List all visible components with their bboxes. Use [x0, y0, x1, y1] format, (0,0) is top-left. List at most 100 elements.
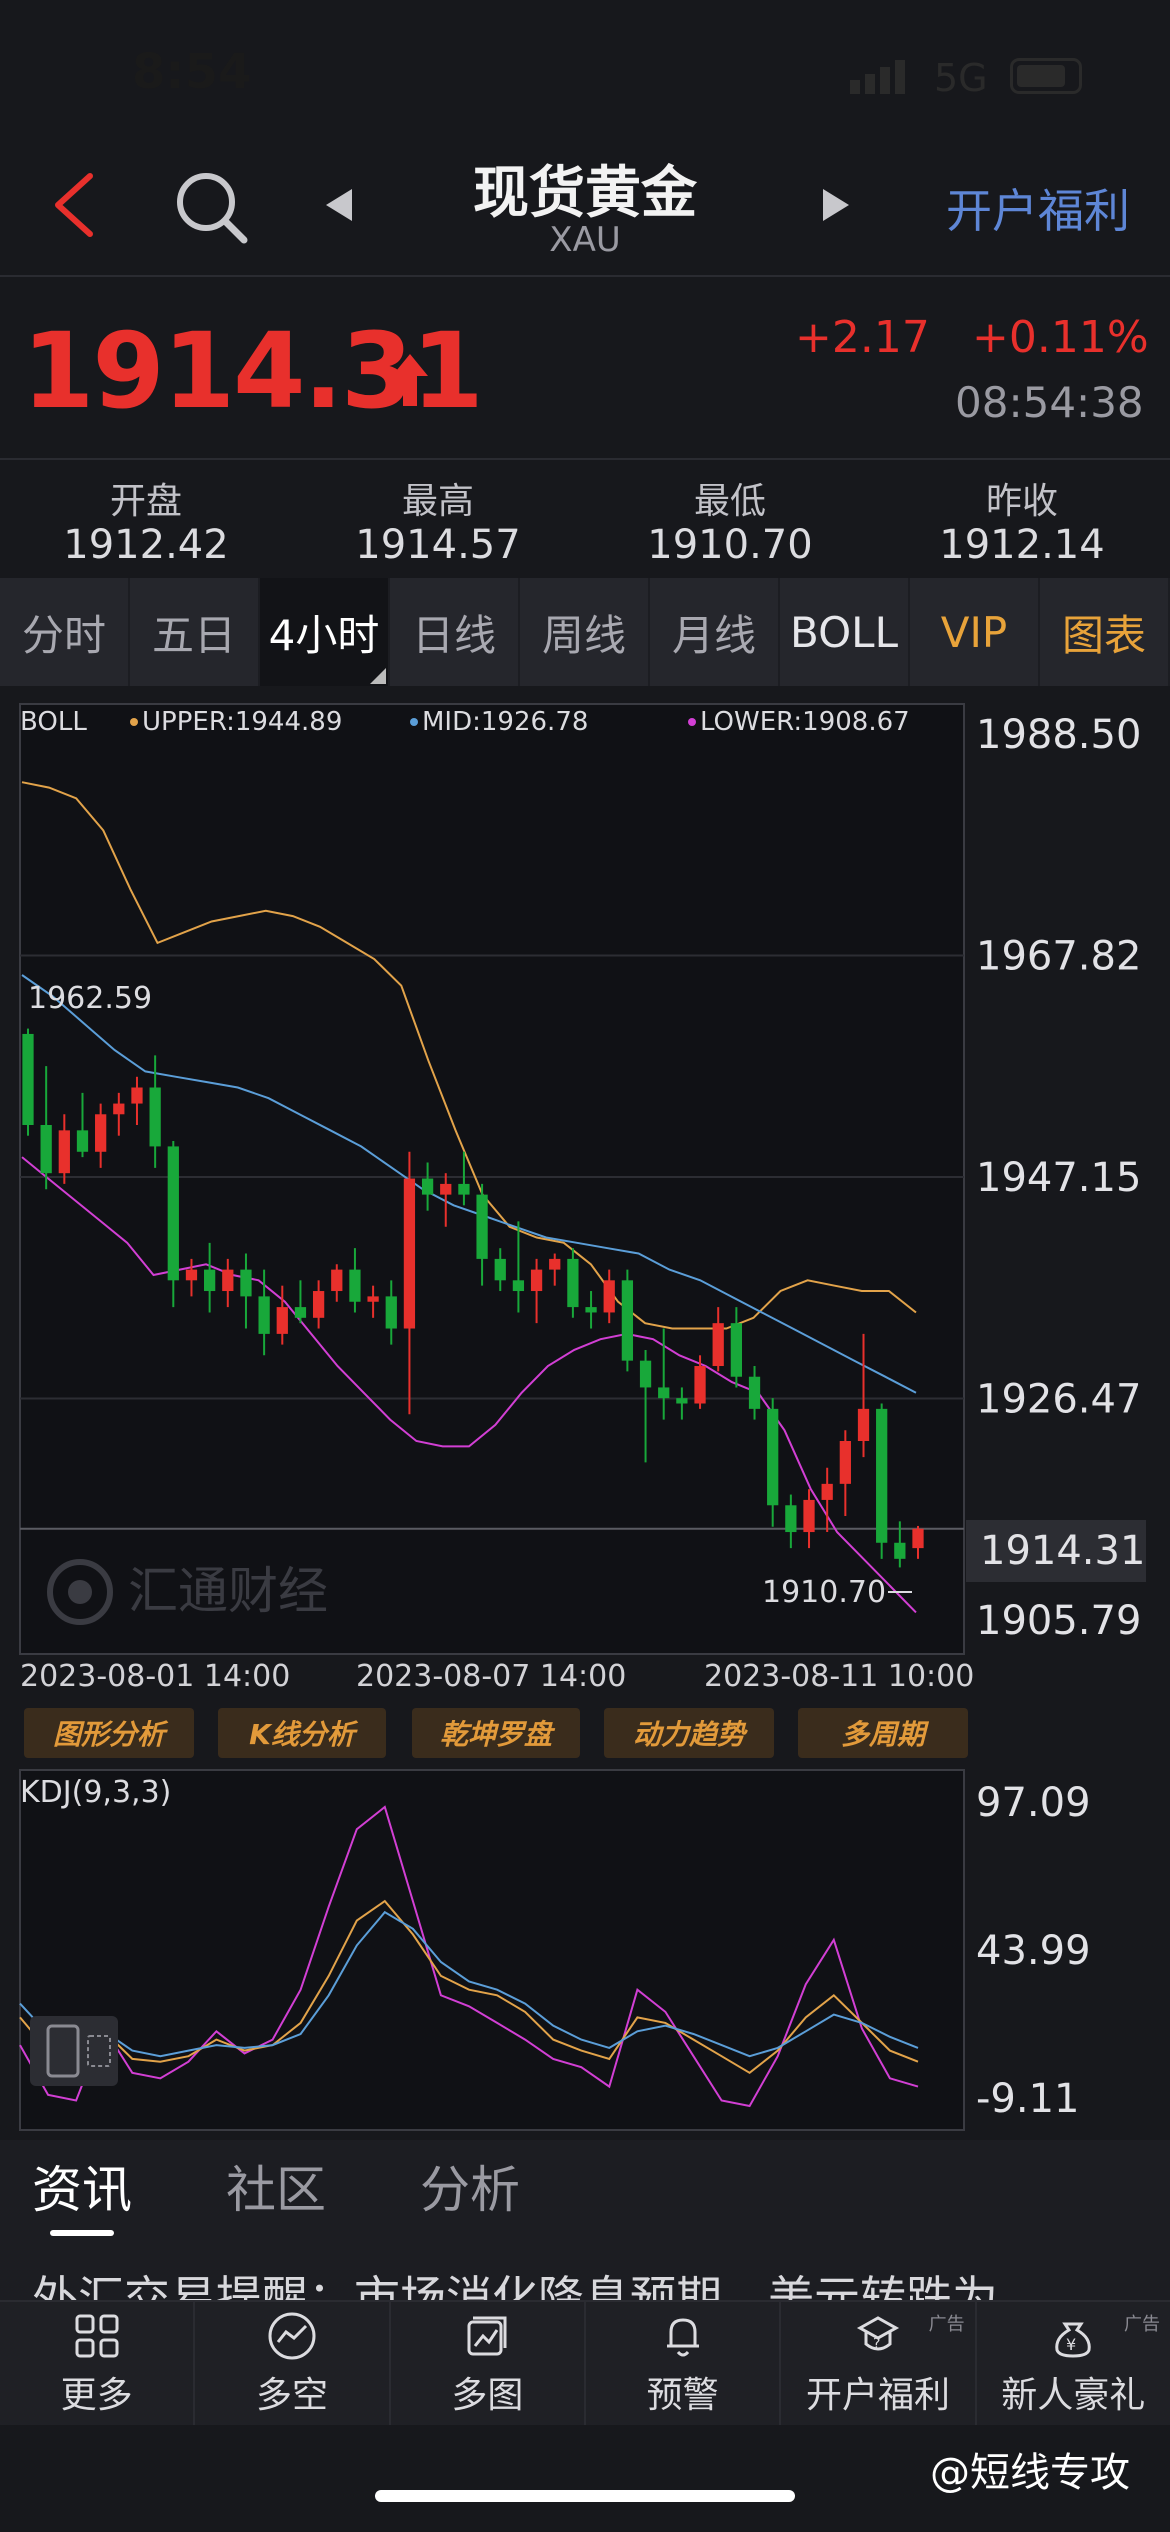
candle-body [258, 1296, 270, 1334]
kdj-chart[interactable]: KDJ(9,3,3) 97.09 43.99 -9.11 [0, 1768, 1170, 2133]
candle-body [240, 1269, 252, 1297]
main-chart-frame [19, 703, 965, 1655]
candle-body [58, 1130, 70, 1174]
tool-multi-period[interactable]: 多周期 [798, 1708, 968, 1758]
bottom-account-promo-button[interactable]: 广告 ? 开户福利 [781, 2302, 977, 2425]
candle-body [349, 1269, 361, 1302]
candle-body [421, 1178, 434, 1195]
svg-text:?: ? [873, 2336, 880, 2352]
candle-body [312, 1291, 325, 1318]
tab-weekly[interactable]: 周线 [520, 578, 650, 686]
next-symbol-icon[interactable] [815, 185, 855, 225]
boll-upper-legend: UPPER:1944.89 [142, 707, 342, 737]
tab-boll[interactable]: BOLL [780, 578, 910, 686]
divider [0, 458, 1170, 460]
tab-community[interactable]: 社区 [226, 2161, 326, 2219]
signal-icon [850, 60, 905, 94]
bottom-longshort-button[interactable]: 多空 [195, 2302, 391, 2425]
tab-news[interactable]: 资讯 [32, 2161, 132, 2219]
candle-body [839, 1441, 851, 1484]
money-bag-icon: ¥ [1055, 2322, 1092, 2358]
gift-hat-icon: ? [856, 2315, 900, 2352]
current-price-tag-bg [966, 1520, 1146, 1582]
lower-legend-dot [688, 718, 696, 726]
bottom-multichart-label: 多图 [451, 2374, 524, 2416]
y-tick-label: 1988.50 [976, 712, 1141, 758]
main-chart[interactable]: 汇通财经 BOLL UPPER:1944.89 MID:1926.78 LOWE… [0, 690, 1170, 1700]
svg-text:¥: ¥ [1066, 2335, 1076, 2354]
y-tick-label: 1926.47 [976, 1376, 1141, 1422]
tab-chart[interactable]: 图表 [1040, 578, 1170, 686]
main-y-axis: 1988.50 1967.82 1947.15 1926.47 1905.79 [976, 712, 1141, 1644]
candle-body [767, 1408, 779, 1506]
candle-body [857, 1408, 870, 1442]
home-indicator[interactable] [375, 2490, 795, 2502]
bottom-newuser-gift-button[interactable]: 广告 ¥ 新人豪礼 [977, 2302, 1170, 2425]
candle-body [730, 1323, 742, 1377]
back-icon[interactable] [48, 170, 108, 240]
candle-body [876, 1408, 888, 1543]
kdj-d-line [19, 1910, 919, 2058]
candle-body [621, 1280, 634, 1361]
watermark-logo [47, 1559, 113, 1625]
tab-daily[interactable]: 日线 [390, 578, 520, 686]
stat-prevclose-value: 1912.14 [939, 522, 1105, 568]
kdj-y-top: 97.09 [976, 1780, 1091, 1826]
current-price-tag: 1914.31 [980, 1528, 1145, 1574]
y-tick-label: 1967.82 [976, 934, 1141, 980]
candle-body [585, 1307, 597, 1313]
tab-analysis[interactable]: 分析 [420, 2161, 520, 2219]
kdj-j-line [19, 1805, 919, 2108]
candlesticks [22, 1028, 924, 1568]
tool-compass[interactable]: 乾坤罗盘 [412, 1708, 580, 1758]
divider [0, 275, 1170, 277]
price-change-percent: +0.11% [972, 312, 1149, 363]
candle-body [367, 1296, 379, 1302]
candle-body [185, 1269, 198, 1281]
boll-mid-line [21, 974, 917, 1394]
tab-4hour[interactable]: 4小时 [260, 578, 390, 686]
candle-body [694, 1366, 706, 1404]
y-tick-label: 1947.15 [976, 1155, 1141, 1201]
tool-kline-analysis[interactable]: K线分析 [218, 1708, 386, 1758]
candle-body [113, 1103, 125, 1115]
period-tabs: 分时 五日 4小时 日线 周线 月线 BOLL VIP 图表 [0, 578, 1170, 686]
candle-body [131, 1087, 143, 1104]
tab-vip[interactable]: VIP [910, 578, 1040, 686]
tab-intraday[interactable]: 分时 [0, 578, 130, 686]
candle-body [294, 1307, 307, 1318]
battery-icon [1010, 58, 1082, 94]
candle-body [276, 1307, 288, 1334]
ad-badge: 广告 [1123, 2314, 1160, 2335]
ad-badge: 广告 [928, 2314, 965, 2335]
x-label-start: 2023-08-01 14:00 [20, 1659, 290, 1694]
kdj-lines [19, 1805, 919, 2108]
boll-mid-legend: MID:1926.78 [422, 707, 588, 737]
bottom-alert-button[interactable]: 预警 [586, 2302, 782, 2425]
prev-symbol-icon[interactable] [320, 185, 360, 225]
network-type: 5G [934, 56, 988, 100]
symbol-code: XAU [549, 220, 621, 260]
kdj-y-mid: 43.99 [976, 1928, 1091, 1974]
watermark-text: 汇通财经 [128, 1562, 328, 1620]
candle-body [494, 1258, 506, 1281]
candle-body [76, 1130, 89, 1152]
candle-body [95, 1114, 107, 1152]
bell-icon [666, 2317, 699, 2356]
candle-body [658, 1387, 670, 1399]
rotate-screen-icon[interactable] [30, 2016, 118, 2086]
x-label-end: 2023-08-11 10:00 [704, 1659, 974, 1694]
tab-five-day[interactable]: 五日 [130, 578, 260, 686]
account-promo-link[interactable]: 开户福利 [946, 184, 1130, 238]
candle-body [821, 1483, 833, 1500]
stat-prevclose-label: 昨收 [985, 481, 1058, 522]
search-icon[interactable] [172, 168, 252, 248]
candle-body [748, 1376, 761, 1409]
candle-body [894, 1542, 906, 1559]
bottom-multichart-button[interactable]: 多图 [391, 2302, 586, 2425]
multi-chart-icon [467, 2316, 507, 2355]
tool-pattern-analysis[interactable]: 图形分析 [24, 1708, 194, 1758]
tab-monthly[interactable]: 月线 [650, 578, 780, 686]
tool-momentum[interactable]: 动力趋势 [604, 1708, 774, 1758]
bottom-more-button[interactable]: 更多 [0, 2302, 196, 2425]
